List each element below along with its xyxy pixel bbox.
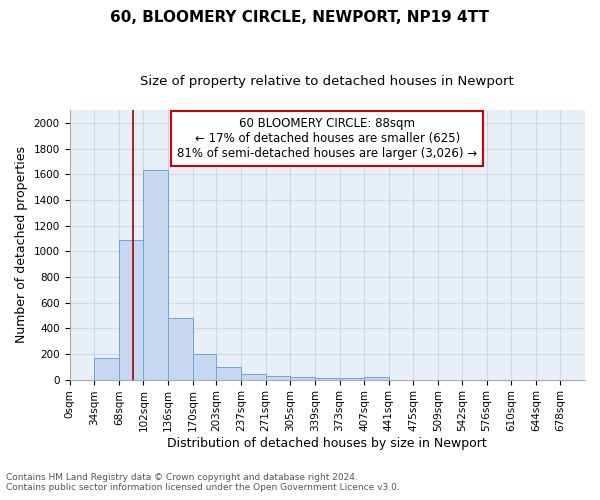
Bar — [143, 170, 168, 380]
Bar — [193, 354, 217, 380]
Y-axis label: Number of detached properties: Number of detached properties — [15, 146, 28, 344]
Text: 60 BLOOMERY CIRCLE: 88sqm
← 17% of detached houses are smaller (625)
81% of semi: 60 BLOOMERY CIRCLE: 88sqm ← 17% of detac… — [177, 116, 478, 160]
Bar — [266, 376, 290, 380]
Bar — [315, 378, 340, 380]
Bar — [94, 358, 119, 380]
Text: 60, BLOOMERY CIRCLE, NEWPORT, NP19 4TT: 60, BLOOMERY CIRCLE, NEWPORT, NP19 4TT — [110, 10, 490, 25]
Bar — [217, 367, 241, 380]
X-axis label: Distribution of detached houses by size in Newport: Distribution of detached houses by size … — [167, 437, 487, 450]
Bar — [241, 374, 266, 380]
Bar — [168, 318, 193, 380]
Text: Contains HM Land Registry data © Crown copyright and database right 2024.
Contai: Contains HM Land Registry data © Crown c… — [6, 473, 400, 492]
Bar — [364, 377, 389, 380]
Bar — [290, 377, 315, 380]
Bar — [340, 378, 364, 380]
Title: Size of property relative to detached houses in Newport: Size of property relative to detached ho… — [140, 75, 514, 88]
Bar — [119, 240, 143, 380]
